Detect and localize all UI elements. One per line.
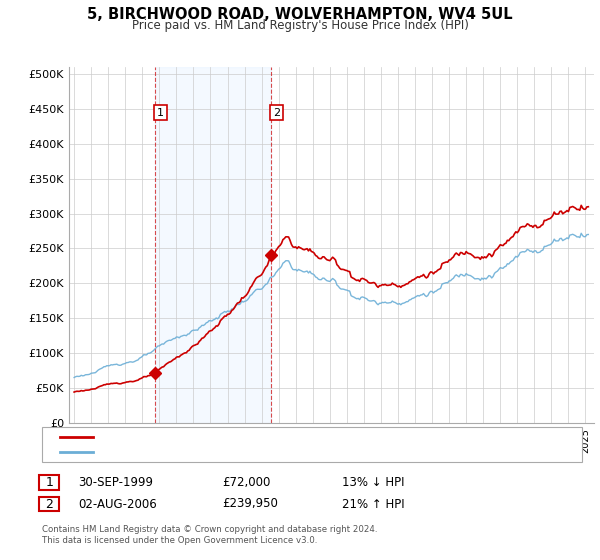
Text: 5, BIRCHWOOD ROAD, WOLVERHAMPTON, WV4 5UL: 5, BIRCHWOOD ROAD, WOLVERHAMPTON, WV4 5U… — [87, 7, 513, 22]
Text: 2: 2 — [45, 497, 53, 511]
Text: Price paid vs. HM Land Registry's House Price Index (HPI): Price paid vs. HM Land Registry's House … — [131, 19, 469, 32]
Text: 5, BIRCHWOOD ROAD, WOLVERHAMPTON, WV4 5UL (detached house): 5, BIRCHWOOD ROAD, WOLVERHAMPTON, WV4 5U… — [99, 432, 449, 442]
Text: Contains HM Land Registry data © Crown copyright and database right 2024.
This d: Contains HM Land Registry data © Crown c… — [42, 525, 377, 545]
Text: 30-SEP-1999: 30-SEP-1999 — [78, 476, 153, 489]
Text: HPI: Average price, detached house, Wolverhampton: HPI: Average price, detached house, Wolv… — [99, 447, 362, 458]
Text: 1: 1 — [157, 108, 164, 118]
Text: 21% ↑ HPI: 21% ↑ HPI — [342, 497, 404, 511]
Text: £72,000: £72,000 — [222, 476, 271, 489]
Text: £239,950: £239,950 — [222, 497, 278, 511]
Text: 13% ↓ HPI: 13% ↓ HPI — [342, 476, 404, 489]
Text: 02-AUG-2006: 02-AUG-2006 — [78, 497, 157, 511]
Text: 2: 2 — [273, 108, 280, 118]
Text: 1: 1 — [45, 476, 53, 489]
Bar — [155, 67, 271, 423]
